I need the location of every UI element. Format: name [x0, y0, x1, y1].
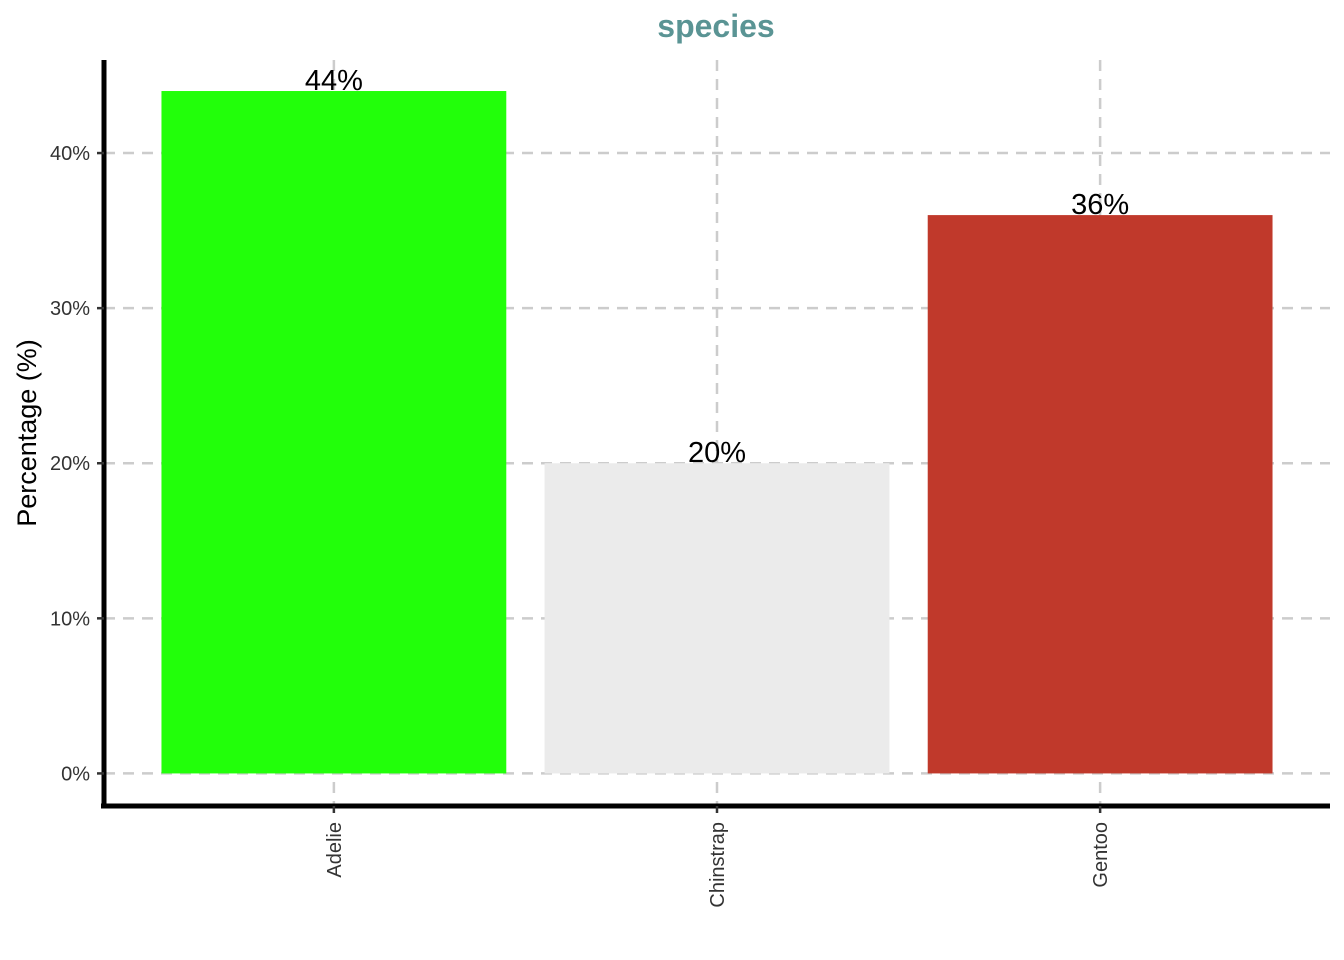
chart-title: species	[657, 8, 774, 44]
data-label-adelie: 44%	[305, 65, 363, 97]
y-tick-label: 10%	[50, 608, 90, 630]
x-tick-label: Gentoo	[1090, 822, 1112, 888]
y-axis-label: Percentage (%)	[12, 339, 42, 527]
data-labels: 44% 20% 36%	[305, 65, 1129, 469]
x-axis: Adelie Chinstrap Gentoo	[101, 803, 1330, 908]
bar-chinstrap	[544, 463, 890, 774]
y-tick-label: 0%	[61, 763, 90, 785]
x-tick-label: Chinstrap	[707, 822, 729, 908]
y-tick-label: 20%	[50, 453, 90, 475]
bar-adelie	[161, 91, 507, 774]
y-axis: 0% 10% 20% 30% 40%	[50, 60, 107, 808]
x-tick-label: Adelie	[324, 822, 346, 878]
bars	[161, 91, 1273, 774]
data-label-gentoo: 36%	[1071, 189, 1129, 221]
y-tick-label: 30%	[50, 298, 90, 320]
bar-gentoo	[927, 215, 1273, 774]
y-tick-label: 40%	[50, 143, 90, 165]
data-label-chinstrap: 20%	[688, 437, 746, 469]
